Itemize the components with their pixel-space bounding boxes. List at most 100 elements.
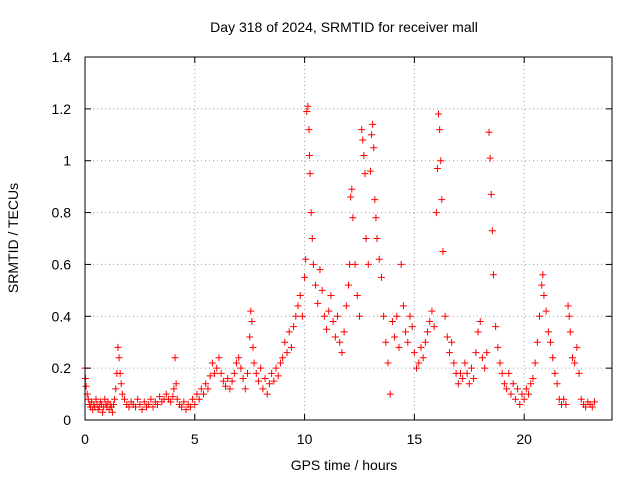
data-point [438,196,446,204]
data-point [384,359,392,367]
data-point [432,209,440,217]
data-point [503,385,511,393]
data-point [500,380,508,388]
data-point [342,302,350,310]
data-point [287,343,295,351]
data-point [204,385,212,393]
data-point [312,281,320,289]
data-point [257,364,265,372]
data-point [189,395,197,403]
data-point [371,196,379,204]
data-point [590,398,598,406]
data-point [186,403,194,411]
data-point [505,369,513,377]
data-point [355,312,363,320]
data-point [182,406,190,414]
data-point [361,170,369,178]
data-point [369,120,377,128]
data-point [222,382,230,390]
data-point [413,364,421,372]
data-point [272,364,280,372]
data-point [348,185,356,193]
data-point [514,385,522,393]
data-point [178,403,186,411]
data-point [577,395,585,403]
data-point [448,338,456,346]
data-point [507,390,515,398]
data-point [531,359,539,367]
data-point [439,247,447,255]
data-point [197,385,205,393]
data-point [428,307,436,315]
data-point [290,323,298,331]
data-point [230,369,238,377]
grid-lines [85,57,612,420]
data-point [450,359,458,367]
data-point [329,317,337,325]
data-point [213,364,221,372]
data-point [281,338,289,346]
data-point [239,375,247,383]
data-point [149,403,157,411]
x-tick-label: 10 [297,431,313,447]
data-point [318,286,326,294]
data-point [308,235,316,242]
data-point [173,395,181,403]
data-point [259,385,267,393]
data-point [224,375,232,383]
data-point [382,338,390,346]
data-point [320,312,328,320]
plot-frame [84,56,613,421]
data-point [270,377,278,385]
x-axis-label: GPS time / hours [291,457,398,473]
data-point [327,292,335,300]
data-point [302,255,310,263]
data-point [472,349,480,357]
data-point [553,380,561,388]
data-point [368,131,376,139]
data-point [435,110,443,118]
data-point [393,312,401,320]
data-point [167,398,175,406]
data-point [430,323,438,331]
data-point [116,369,124,377]
y-tick-label: 1 [63,153,71,169]
data-point [433,164,441,172]
x-tick-label: 0 [81,431,89,447]
data-point [99,408,107,416]
data-point [426,317,434,325]
data-point [170,385,178,393]
data-point [233,359,241,367]
chart-title: Day 318 of 2024, SRMTID for receiver mal… [210,19,478,35]
data-point [551,369,559,377]
data-point [353,292,361,300]
data-point [465,380,473,388]
data-point [298,312,306,320]
data-point [538,281,546,289]
data-point [316,266,324,274]
data-point [254,377,262,385]
y-tick-label: 0.2 [52,360,72,376]
data-point [206,372,214,380]
data-point [336,338,344,346]
data-point [246,333,254,341]
data-point [237,364,245,372]
data-point [487,190,495,198]
data-point [408,323,416,331]
x-tick-label: 5 [191,431,199,447]
data-point [117,380,125,388]
data-point [145,400,153,408]
data-point [467,364,475,372]
data-point [200,390,208,398]
data-point [247,307,255,315]
data-point [279,354,287,362]
data-point [292,312,300,320]
data-point [294,302,302,310]
data-point [459,375,467,383]
data-point [110,400,118,408]
data-point [516,400,524,408]
data-point [345,281,352,289]
data-point [540,292,548,300]
data-point [566,328,574,336]
y-tick-label: 0.4 [52,308,72,324]
